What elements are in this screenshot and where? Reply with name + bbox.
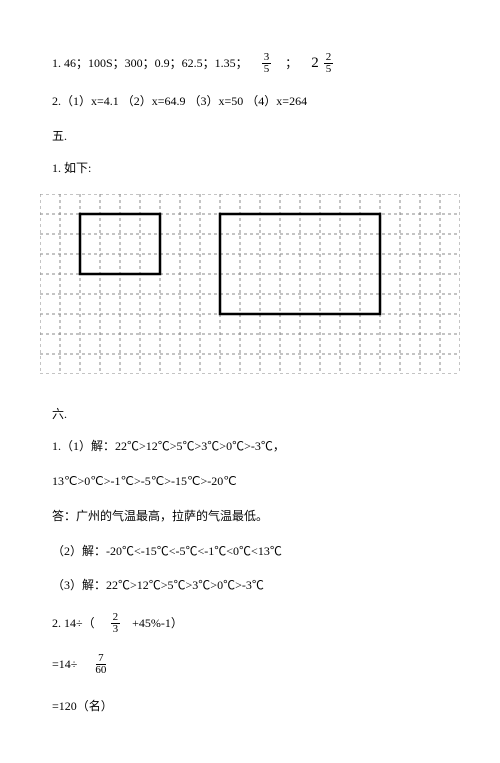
grid-diagram bbox=[40, 194, 460, 374]
semicolon: ； bbox=[285, 55, 297, 72]
s6-3: （3）解：22℃>12℃>5℃>3℃>0℃>-3℃ bbox=[52, 577, 448, 594]
fraction-7-60: 7 60 bbox=[93, 653, 108, 676]
section-5-item-1: 1. 如下: bbox=[52, 160, 448, 177]
section-6-heading: 六. bbox=[52, 406, 448, 423]
s6-1b: 13℃>0℃>-1℃>-5℃>-15℃>-20℃ bbox=[52, 473, 448, 490]
s6-eq2: =120（名） bbox=[52, 698, 448, 715]
grid-svg bbox=[40, 194, 460, 374]
s6-q2: 2. 14÷（ 2 3 +45%-1） bbox=[52, 612, 448, 635]
mixed-number: 2 2 5 bbox=[311, 52, 337, 75]
fraction-2-5: 2 5 bbox=[324, 52, 334, 75]
fraction-3-5: 3 5 bbox=[262, 52, 272, 75]
s6-1: 1.（1）解：22℃>12℃>5℃>3℃>0℃>-3℃， bbox=[52, 438, 448, 455]
answer-line-2: 2.（1）x=4.1 （2）x=64.9 （3）x=50 （4）x=264 bbox=[52, 93, 448, 110]
section-5-heading: 五. bbox=[52, 128, 448, 145]
answer-line-1: 1. 46；100S；300；0.9；62.5；1.35； 3 5 ； 2 2 … bbox=[52, 52, 448, 75]
fraction-2-3: 2 3 bbox=[111, 612, 121, 635]
line1-prefix: 1. 46；100S；300；0.9；62.5；1.35； bbox=[52, 55, 248, 72]
s6-answer: 答：广州的气温最高，拉萨的气温最低。 bbox=[52, 508, 448, 525]
s6-2: （2）解：-20℃<-15℃<-5℃<-1℃<0℃<13℃ bbox=[52, 543, 448, 560]
s6-eq1: =14÷ 7 60 bbox=[52, 653, 448, 676]
